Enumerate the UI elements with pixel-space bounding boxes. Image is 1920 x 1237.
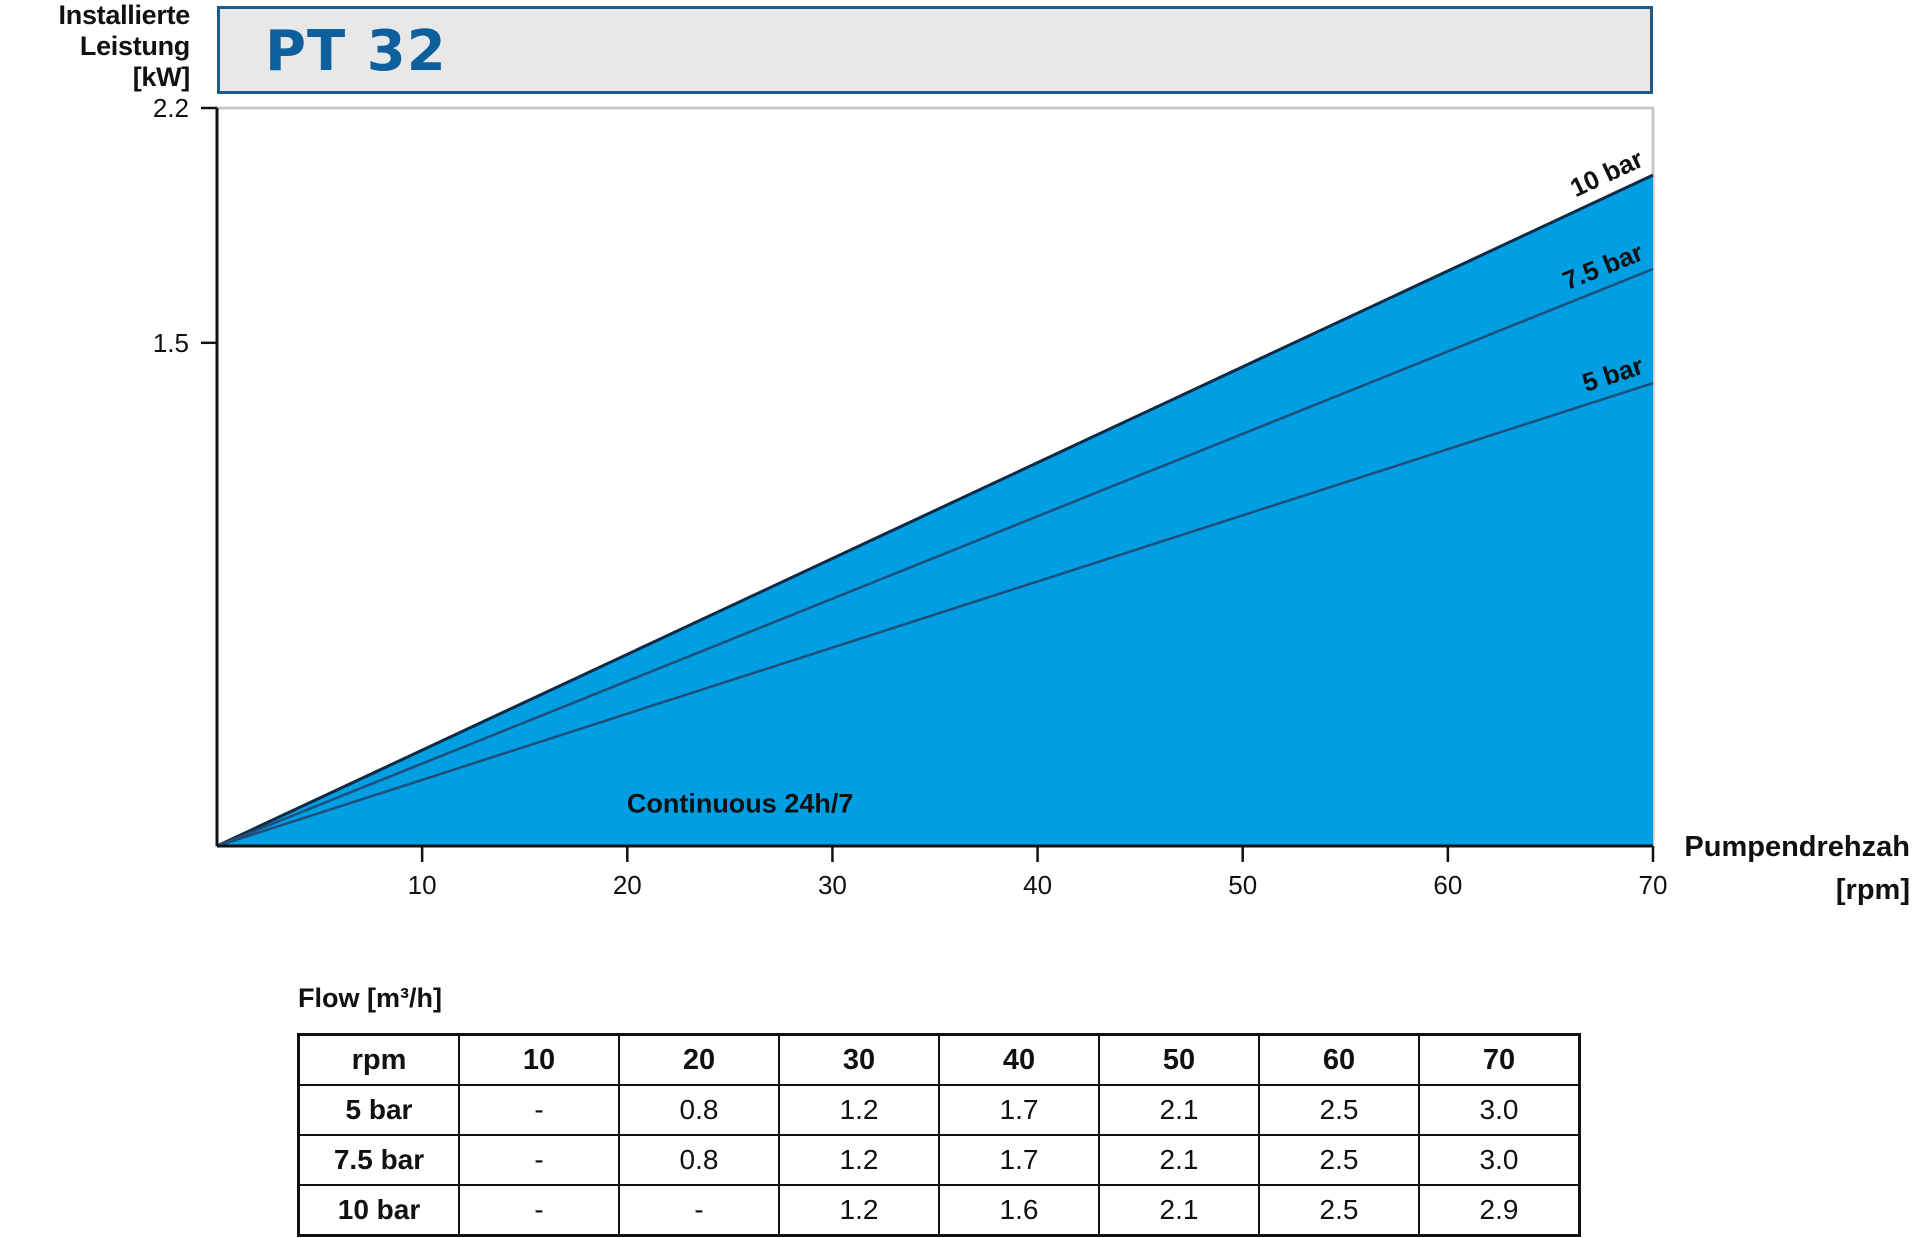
table-cell: - [458, 1084, 620, 1136]
x-tick-label: 40 [1023, 870, 1052, 900]
table-row-label: 5 bar [297, 1084, 460, 1136]
table-cell: 0.8 [618, 1084, 780, 1136]
table-header-cell: 70 [1418, 1033, 1581, 1086]
table-row-label: 10 bar [297, 1184, 460, 1237]
x-tick-label: 10 [408, 870, 437, 900]
table-header-cell: 50 [1098, 1033, 1260, 1086]
flow-table: rpm 10 20 30 40 50 60 70 5 bar - 0.8 1.2… [297, 1033, 1581, 1237]
table-header-cell: 30 [778, 1033, 940, 1086]
table-cell: 2.9 [1418, 1184, 1581, 1237]
table-row: 5 bar - 0.8 1.2 1.7 2.1 2.5 3.0 [297, 1084, 1581, 1136]
y-axis-title-line-3: [kW] [132, 62, 191, 92]
table-row: 7.5 bar - 0.8 1.2 1.7 2.1 2.5 3.0 [297, 1134, 1581, 1186]
chart-annotation: Continuous 24h/7 [627, 788, 854, 818]
table-row: 10 bar - - 1.2 1.6 2.1 2.5 2.9 [297, 1184, 1581, 1237]
table-cell: 1.2 [778, 1184, 940, 1237]
table-cell: - [618, 1184, 780, 1237]
table-header-cell: 60 [1258, 1033, 1420, 1086]
table-cell: 2.1 [1098, 1134, 1260, 1186]
table-cell: 2.1 [1098, 1184, 1260, 1237]
series-line [216, 381, 1654, 848]
table-cell: - [458, 1134, 620, 1186]
table-cell: 2.5 [1258, 1084, 1420, 1136]
table-row-label: 7.5 bar [297, 1134, 460, 1186]
table-header-row: rpm 10 20 30 40 50 60 70 [297, 1033, 1581, 1086]
x-tick-label: 60 [1433, 870, 1462, 900]
table-cell: - [458, 1184, 620, 1237]
table-cell: 3.0 [1418, 1084, 1581, 1136]
table-header-cell: 10 [458, 1033, 620, 1086]
chart-title: PT 32 [265, 19, 447, 84]
table-header-cell: 20 [618, 1033, 780, 1086]
table-cell: 0.8 [618, 1134, 780, 1186]
flow-table-caption: Flow [m³/h] [298, 983, 442, 1013]
x-axis-title-line-2: [rpm] [1835, 874, 1910, 906]
table-cell: 2.1 [1098, 1084, 1260, 1136]
table-header-cell: 40 [938, 1033, 1100, 1086]
y-axis-title-line-1: Installierte [58, 0, 191, 30]
y-tick-label: 1.5 [153, 328, 189, 358]
table-header-cell: rpm [297, 1033, 460, 1086]
x-axis-title: Pumpendrehzah [rpm] [1684, 826, 1910, 912]
y-tick-label: 2.2 [153, 93, 189, 123]
y-axis-title-line-2: Leistung [79, 31, 190, 61]
x-tick-label: 50 [1228, 870, 1257, 900]
series-line [216, 267, 1654, 848]
table-cell: 1.2 [778, 1134, 940, 1186]
table-cell: 1.6 [938, 1184, 1100, 1237]
x-tick-label: 30 [818, 870, 847, 900]
x-tick-label: 70 [1639, 870, 1668, 900]
operating-area-fill [217, 175, 1653, 846]
chart-title-box: PT 32 [217, 6, 1653, 94]
x-tick-label: 20 [613, 870, 642, 900]
table-cell: 3.0 [1418, 1134, 1581, 1186]
table-cell: 2.5 [1258, 1184, 1420, 1237]
table-cell: 2.5 [1258, 1134, 1420, 1186]
x-axis-title-line-1: Pumpendrehzah [1684, 831, 1910, 863]
table-cell: 1.7 [938, 1134, 1100, 1186]
y-axis-title: Installierte Leistung [kW] [0, 0, 191, 93]
table-cell: 1.2 [778, 1084, 940, 1136]
series-line [216, 173, 1654, 848]
table-cell: 1.7 [938, 1084, 1100, 1136]
